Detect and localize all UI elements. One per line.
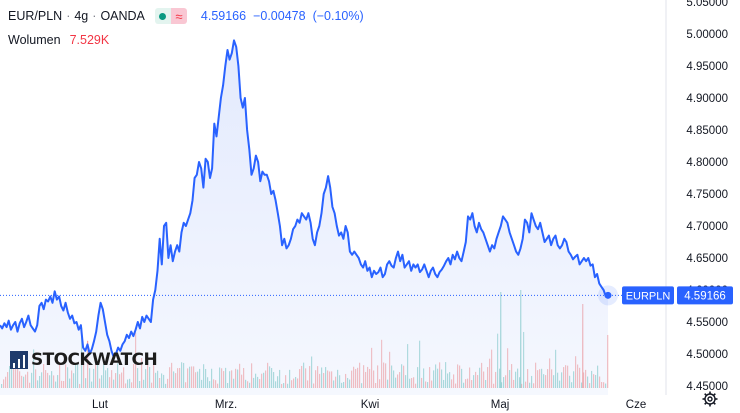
legend-exchange[interactable]: OANDA	[100, 9, 145, 23]
y-tick-label: 4.80000	[686, 157, 728, 169]
y-tick-label: 5.00000	[686, 29, 728, 41]
x-tick-label: Lut	[92, 399, 109, 411]
y-tick-label: 4.65000	[686, 253, 728, 265]
legend-change-pct: (−0.10%)	[312, 9, 364, 23]
x-tick-label: Kwi	[361, 399, 380, 411]
legend-interval[interactable]: 4g	[74, 9, 89, 23]
status-badges[interactable]: ≈	[154, 8, 187, 24]
symbol-price-label: EURPLN 4.59166	[622, 286, 733, 305]
market-open-dot-icon[interactable]	[154, 8, 171, 24]
volume-label: Wolumen	[8, 33, 61, 47]
logo-text: STOCKWATCH	[31, 350, 158, 370]
symbol-label: EURPLN	[626, 290, 671, 302]
volume-value: 7.529K	[69, 33, 110, 47]
legend-price: 4.59166	[200, 9, 247, 23]
y-tick-label: 4.70000	[686, 221, 728, 233]
stockwatch-logo: STOCKWATCH	[10, 350, 158, 370]
y-tick-label: 4.95000	[686, 61, 728, 73]
price-label: 4.59166	[684, 290, 726, 302]
logo-bars-icon	[10, 351, 28, 369]
x-tick-label: Cze	[626, 399, 646, 411]
approximate-data-icon[interactable]: ≈	[170, 8, 187, 24]
y-tick-label: 4.45000	[686, 381, 728, 393]
y-tick-label: 4.50000	[686, 349, 728, 361]
symbol-label-bg	[622, 286, 674, 305]
y-tick-label: 5.05000	[686, 0, 728, 9]
price-line	[0, 39, 609, 359]
legend-symbol-row[interactable]: EUR/PLN · 4g · OANDA ≈ 4.59166 −0.00478 …	[8, 8, 364, 24]
last-price-dot	[604, 291, 612, 299]
price-label-bg	[677, 286, 733, 305]
y-tick-label: 4.55000	[686, 317, 728, 329]
time-axis[interactable]: Lut Mrz. Kwi Maj Cze	[92, 399, 646, 411]
price-axis[interactable]: 4.450004.500004.550004.600004.650004.700…	[686, 0, 728, 393]
x-tick-label: Maj	[491, 399, 510, 411]
y-tick-label: 4.90000	[686, 93, 728, 105]
legend-separator: ·	[66, 9, 71, 23]
legend-separator: ·	[92, 9, 97, 23]
y-tick-label: 4.75000	[686, 189, 728, 201]
x-tick-label: Mrz.	[215, 399, 237, 411]
legend-symbol[interactable]: EUR/PLN	[8, 9, 63, 23]
legend-change: −0.00478	[253, 9, 306, 23]
gear-icon[interactable]	[702, 391, 718, 407]
legend-volume-row[interactable]: Wolumen 7.529K	[8, 33, 109, 47]
y-tick-label: 4.85000	[686, 125, 728, 137]
